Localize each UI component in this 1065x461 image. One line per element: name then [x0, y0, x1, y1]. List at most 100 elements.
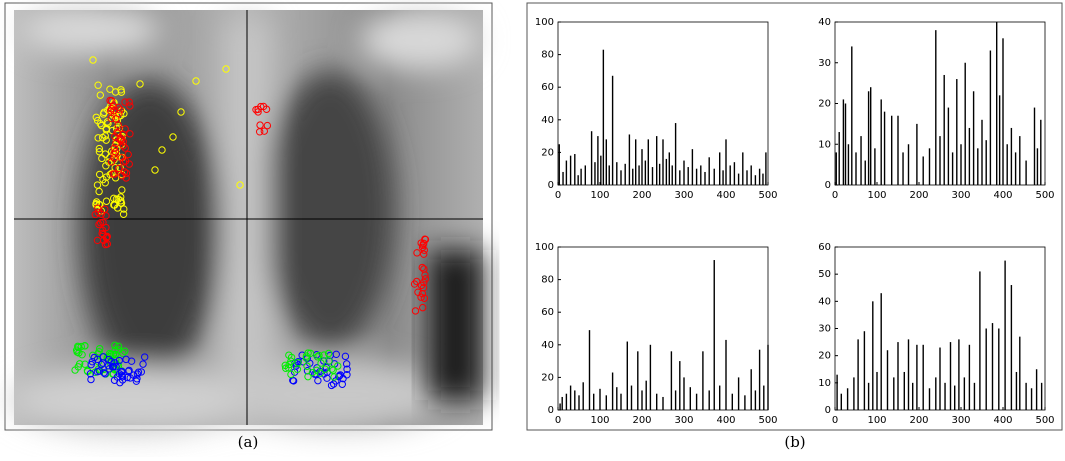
marker	[112, 363, 120, 371]
marker	[110, 170, 119, 178]
bar	[742, 152, 744, 185]
marker	[334, 362, 342, 370]
marker	[118, 371, 126, 380]
bar	[744, 395, 746, 410]
bar	[605, 395, 607, 410]
bar	[949, 342, 952, 410]
bar	[602, 49, 605, 186]
marker	[97, 360, 106, 369]
bar	[973, 382, 976, 410]
bar	[632, 168, 634, 185]
bar	[649, 344, 652, 410]
y-tick-label: 80	[541, 50, 554, 61]
marker	[95, 200, 103, 209]
marker	[420, 250, 428, 258]
bar	[597, 136, 599, 185]
bar	[1010, 127, 1013, 185]
x-tick-label: 200	[632, 190, 651, 201]
bar	[872, 301, 874, 410]
marker	[322, 363, 331, 372]
bar	[767, 344, 769, 410]
bar	[947, 107, 950, 185]
marker	[313, 353, 322, 361]
bar	[582, 382, 584, 410]
marker	[324, 349, 333, 358]
bar	[867, 382, 870, 410]
bar	[1006, 144, 1008, 185]
marker	[119, 210, 128, 218]
marker	[281, 361, 289, 370]
y-tick-label: 0	[548, 405, 554, 416]
marker	[124, 367, 133, 376]
marker	[338, 380, 346, 388]
bar	[569, 385, 572, 410]
marker	[420, 294, 429, 302]
bar	[565, 160, 568, 185]
marker	[98, 154, 106, 163]
bar	[658, 163, 661, 185]
bar	[903, 371, 905, 410]
marker	[81, 342, 89, 350]
bar	[683, 160, 685, 185]
marker	[117, 134, 125, 143]
bar	[960, 144, 962, 185]
marker	[419, 284, 428, 292]
marker	[106, 351, 115, 359]
x-tick-label: 100	[867, 190, 886, 201]
bar	[922, 156, 924, 185]
marker	[124, 150, 132, 159]
x-tick-label: 0	[832, 415, 838, 426]
bar	[954, 385, 956, 410]
y-tick-label: 20	[541, 147, 554, 158]
bar	[704, 171, 706, 185]
bar	[1002, 38, 1004, 185]
x-tick-label: 400	[993, 415, 1012, 426]
bar	[1033, 107, 1036, 185]
marker	[102, 136, 110, 144]
bar	[594, 162, 596, 185]
marker	[96, 344, 104, 353]
marker	[99, 353, 108, 361]
bar	[758, 168, 761, 185]
marker	[327, 381, 336, 390]
y-tick-label: 0	[548, 180, 554, 191]
marker	[98, 229, 106, 238]
marker	[137, 368, 145, 376]
y-tick-label: 20	[818, 351, 831, 362]
marker	[118, 171, 126, 180]
bar	[972, 91, 975, 185]
bar	[880, 99, 882, 185]
bar	[628, 134, 631, 185]
bar	[671, 165, 673, 185]
marker	[116, 135, 124, 144]
y-tick-label: 0	[825, 180, 831, 191]
marker	[111, 148, 120, 156]
bar	[897, 115, 899, 185]
marker	[110, 144, 118, 152]
bar	[842, 99, 845, 185]
marker	[113, 117, 122, 125]
bar	[713, 168, 715, 185]
marker	[101, 370, 109, 378]
bar	[928, 148, 931, 185]
bar	[616, 162, 618, 185]
x-tick-label: 400	[716, 415, 735, 426]
bar	[695, 168, 698, 185]
bar	[1036, 148, 1039, 185]
bar	[870, 87, 872, 185]
x-tick-label: 300	[674, 415, 693, 426]
marker	[110, 194, 118, 203]
marker	[93, 116, 102, 125]
bar	[891, 115, 893, 185]
bar	[561, 396, 563, 410]
marker	[421, 275, 430, 283]
y-tick-label: 40	[541, 340, 554, 351]
x-tick-label: 500	[758, 415, 777, 426]
panel-b-frame	[526, 2, 1063, 431]
bar	[590, 131, 593, 185]
bar	[600, 155, 602, 185]
x-tick-label: 500	[758, 190, 777, 201]
marker	[315, 351, 323, 360]
y-tick-label: 40	[541, 115, 554, 126]
